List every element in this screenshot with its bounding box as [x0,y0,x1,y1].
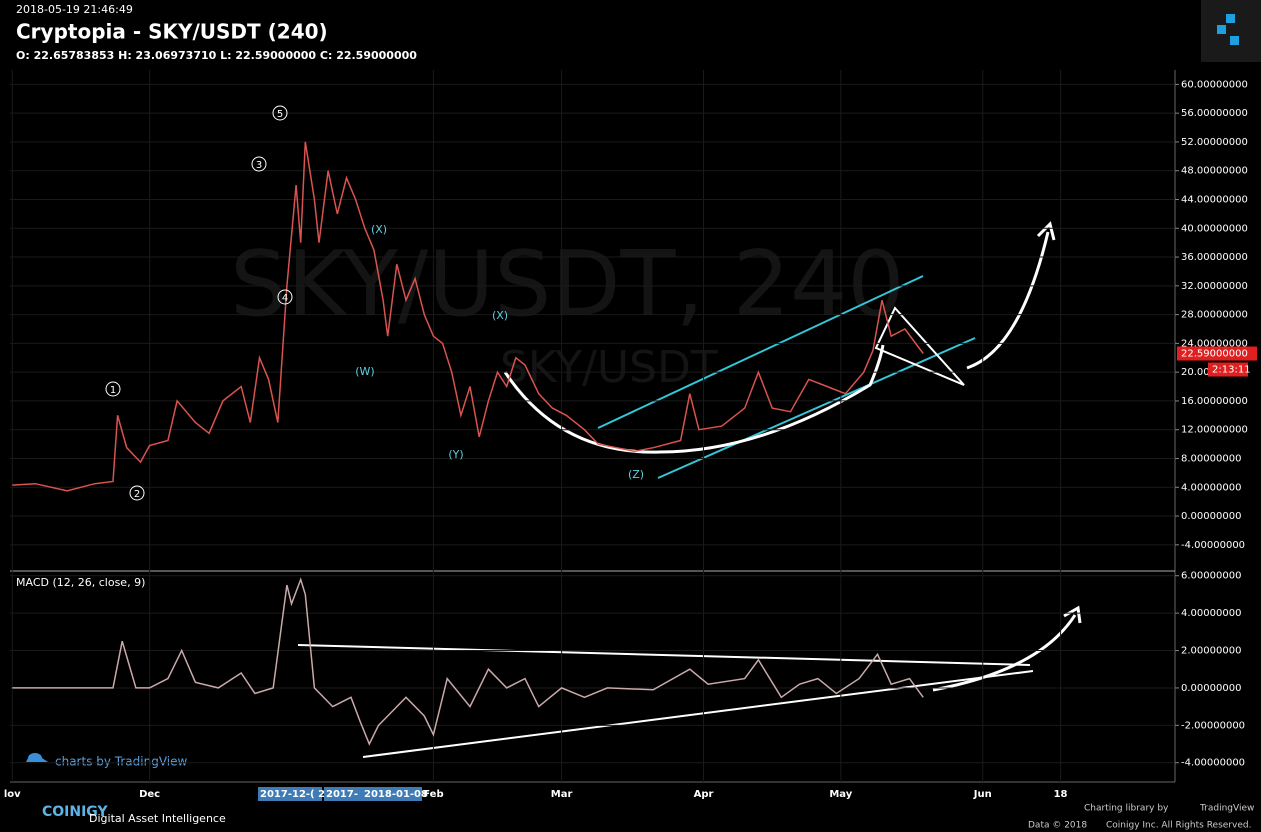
y-tick-label: 28.00000000 [1181,310,1248,321]
y-tick-label: 48.00000000 [1181,166,1248,177]
wave-label: 5 [277,109,283,120]
logo [1217,14,1239,45]
footer-tagline: Digital Asset Intelligence [89,812,226,825]
x-tick-label: Mar [551,789,573,800]
wave-circle [129,485,145,501]
date-highlight [258,787,322,801]
y-tick-label: 60.00000000 [1181,79,1248,90]
y-tick-label: 4.00000000 [1181,482,1241,493]
credit: Charting library by [1084,804,1169,814]
countdown: 2:13:11 [1212,365,1251,376]
x-tick-label: Apr [694,789,714,800]
date-highlight-label: 2017- 2 [326,789,368,800]
date-highlight [362,787,422,801]
copyright: Data © 2018 [1028,821,1087,831]
date-highlight-label: 2018-01-08 [364,789,428,800]
footer-brand: COINIGY [42,804,108,820]
wave-label: 3 [256,160,262,171]
footer [0,808,1261,832]
watermark-sub: SKY/USDT [500,342,718,393]
y-tick-label: 2.00000000 [1181,646,1241,657]
credit-brand: TradingView [1199,804,1254,814]
wave-label: 2 [134,489,140,500]
y-tick-label: 4.00000000 [1181,608,1241,619]
y-tick-label: 32.00000000 [1181,281,1248,292]
watermark: SKY/USDT, 240 [230,232,905,337]
wave-label: (W) [355,365,374,378]
rights: Coinigy Inc. All Rights Reserved. [1106,821,1251,831]
y-tick-label: 56.00000000 [1181,108,1248,119]
wave-circle [105,381,121,397]
wave-circle [277,289,293,305]
tv-icon [26,753,48,762]
x-tick-label: Dec [139,789,160,800]
y-tick-label: 0.00000000 [1181,683,1241,694]
price-tag-label: 22.59000000 [1181,349,1248,360]
y-tick-label: -4.00000000 [1181,758,1245,769]
x-tick-label: May [829,789,852,800]
y-tick-label: 24.00000000 [1181,338,1248,349]
branding: charts by TradingView [55,755,187,769]
macd-title: MACD (12, 26, close, 9) [16,576,145,589]
x-tick-label: lov [4,789,21,800]
series-line [12,141,924,492]
y-tick-label: -4.00000000 [1181,540,1245,551]
title: Cryptopia - SKY/USDT (240) [16,20,328,44]
price-tag [1177,346,1257,361]
wave-label: 4 [282,293,288,304]
x-tick-label: Jun [973,789,992,800]
y-tick-label: 16.00000000 [1181,396,1248,407]
wave-label: (Y) [448,448,463,461]
date-highlight [324,787,362,801]
drawings [297,221,1082,758]
y-tick-label: 12.00000000 [1181,425,1248,436]
countdown-bg [1208,362,1248,377]
wave-circle [272,105,288,121]
wave-circle [251,156,267,172]
timestamp: 2018-05-19 21:46:49 [16,3,133,16]
wave-label: (X) [492,309,508,322]
wave-label: (X) [371,223,387,236]
x-tick-label: 18 [1054,789,1068,800]
y-tick-label: 6.00000000 [1181,571,1241,582]
y-tick-label: 52.00000000 [1181,137,1248,148]
wave-label: (Z) [628,468,644,481]
ohlc: O: 22.65783853 H: 23.06973710 L: 22.5900… [16,49,417,62]
y-tick-label: 40.00000000 [1181,223,1248,234]
series-line [12,577,924,746]
y-tick-label: 44.00000000 [1181,194,1248,205]
y-tick-label: 8.00000000 [1181,453,1241,464]
logo-box [1201,0,1261,62]
wave-label: 1 [110,385,116,396]
y-tick-label: -2.00000000 [1181,720,1245,731]
date-highlight-label: 2017-12-( 20 [260,789,332,800]
y-tick-label: 36.00000000 [1181,252,1248,263]
y-tick-label: 0.00000000 [1181,511,1241,522]
x-tick-label: Feb [423,789,443,800]
